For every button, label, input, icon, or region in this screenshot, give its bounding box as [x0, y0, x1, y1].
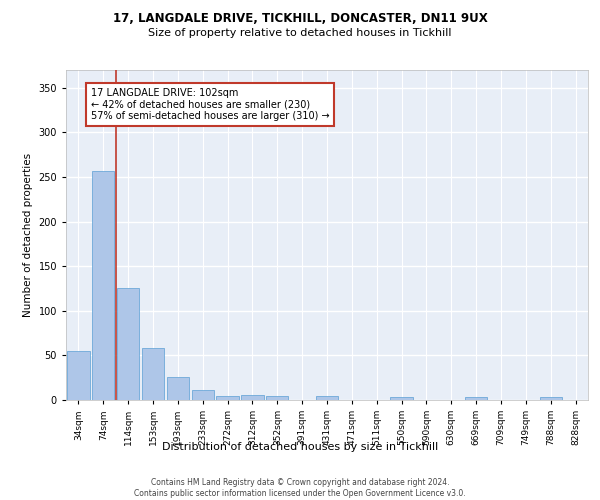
Bar	[167, 377, 189, 400]
Text: 17 LANGDALE DRIVE: 102sqm
← 42% of detached houses are smaller (230)
57% of semi: 17 LANGDALE DRIVE: 102sqm ← 42% of detac…	[91, 88, 329, 121]
Bar	[391, 398, 413, 400]
Text: Size of property relative to detached houses in Tickhill: Size of property relative to detached ho…	[148, 28, 452, 38]
Text: 17, LANGDALE DRIVE, TICKHILL, DONCASTER, DN11 9UX: 17, LANGDALE DRIVE, TICKHILL, DONCASTER,…	[113, 12, 487, 26]
Bar	[465, 398, 487, 400]
Text: Contains HM Land Registry data © Crown copyright and database right 2024.
Contai: Contains HM Land Registry data © Crown c…	[134, 478, 466, 498]
Bar	[217, 396, 239, 400]
Text: Distribution of detached houses by size in Tickhill: Distribution of detached houses by size …	[162, 442, 438, 452]
Bar	[539, 398, 562, 400]
Bar	[191, 390, 214, 400]
Bar	[266, 396, 289, 400]
Bar	[67, 351, 89, 400]
Bar	[117, 288, 139, 400]
Bar	[241, 394, 263, 400]
Bar	[142, 348, 164, 400]
Bar	[316, 396, 338, 400]
Bar	[92, 171, 115, 400]
Y-axis label: Number of detached properties: Number of detached properties	[23, 153, 33, 317]
